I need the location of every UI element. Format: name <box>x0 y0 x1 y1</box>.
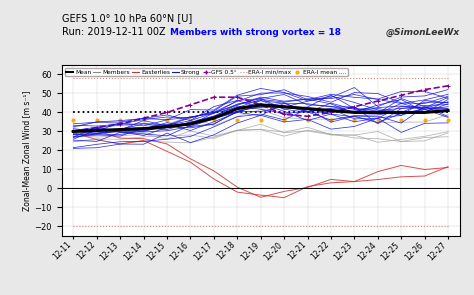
Legend: Mean, Members, Easterlies, Strong, GFS 0.5°, ERA-I min/max, ERA-I mean ....: Mean, Members, Easterlies, Strong, GFS 0… <box>64 68 347 76</box>
Y-axis label: Zonal-Mean Zonal Wind [m s⁻¹]: Zonal-Mean Zonal Wind [m s⁻¹] <box>23 90 32 211</box>
Text: Members with strong vortex = 18: Members with strong vortex = 18 <box>170 28 341 37</box>
Text: Run: 2019-12-11 00Z: Run: 2019-12-11 00Z <box>62 27 165 37</box>
Text: @SimonLeeWx: @SimonLeeWx <box>386 28 460 37</box>
Text: GEFS 1.0° 10 hPa 60°N [U]: GEFS 1.0° 10 hPa 60°N [U] <box>62 13 192 23</box>
